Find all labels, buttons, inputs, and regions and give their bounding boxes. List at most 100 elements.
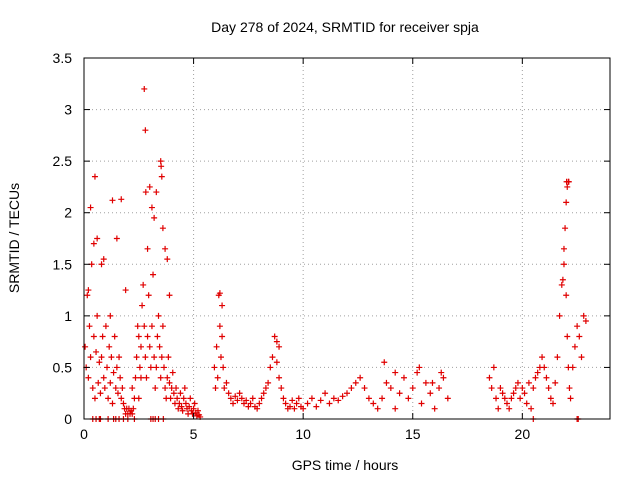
data-point <box>234 397 241 404</box>
data-point <box>100 256 107 263</box>
data-point <box>427 390 434 397</box>
data-point <box>240 400 247 407</box>
data-point <box>293 400 300 407</box>
x-axis-label: GPS time / hours <box>292 457 399 473</box>
data-point <box>556 312 563 319</box>
data-point <box>109 197 116 204</box>
data-point <box>414 369 421 376</box>
data-point <box>519 385 526 392</box>
data-point <box>214 374 221 381</box>
data-point <box>116 354 123 361</box>
data-point <box>166 379 173 386</box>
data-point <box>282 400 289 407</box>
data-point <box>130 405 137 412</box>
data-point <box>580 312 587 319</box>
data-point <box>348 385 355 392</box>
data-point <box>488 385 495 392</box>
data-point <box>370 400 377 407</box>
data-point <box>499 390 506 397</box>
data-point <box>97 390 104 397</box>
data-point <box>176 400 183 407</box>
data-point <box>142 189 149 196</box>
data-point <box>151 354 158 361</box>
data-point <box>560 245 567 252</box>
data-point <box>90 240 97 247</box>
data-point <box>326 400 333 407</box>
data-point <box>84 292 91 299</box>
data-point <box>444 395 451 402</box>
data-point <box>227 395 234 402</box>
grid-lines <box>84 58 610 419</box>
data-point <box>139 302 146 309</box>
data-point <box>512 385 519 392</box>
data-point <box>145 292 152 299</box>
data-point <box>212 385 219 392</box>
data-point <box>547 395 554 402</box>
data-point <box>438 369 445 376</box>
data-point <box>99 333 106 340</box>
data-point <box>190 405 197 412</box>
data-point <box>89 385 96 392</box>
data-point <box>566 385 573 392</box>
data-point <box>110 369 117 376</box>
y-tick-label: 1 <box>64 308 72 324</box>
data-point <box>153 364 160 371</box>
data-point <box>152 385 159 392</box>
data-point <box>495 405 502 412</box>
data-point <box>506 405 513 412</box>
data-point <box>141 85 148 92</box>
data-point <box>158 163 165 170</box>
data-point <box>117 374 124 381</box>
data-point <box>144 333 151 340</box>
data-point <box>98 354 105 361</box>
x-tick-label: 10 <box>295 426 311 442</box>
data-point <box>416 364 423 371</box>
data-point <box>273 359 280 366</box>
data-point <box>85 287 92 294</box>
data-point <box>558 281 565 288</box>
data-point <box>106 343 113 350</box>
data-point <box>236 390 243 397</box>
data-point <box>162 245 169 252</box>
data-point <box>335 397 342 404</box>
data-point <box>245 403 252 410</box>
data-point <box>141 323 148 330</box>
data-point <box>550 400 557 407</box>
data-point <box>135 395 142 402</box>
data-point <box>276 374 283 381</box>
data-point <box>418 400 425 407</box>
data-point <box>232 393 239 400</box>
data-point <box>357 374 364 381</box>
data-point <box>422 379 429 386</box>
tick-labels: 0 5 10 15 20 0 0.5 1 1.5 2 2.5 3 3.5 <box>53 50 531 442</box>
data-point <box>405 395 412 402</box>
data-point <box>169 369 176 376</box>
data-point <box>543 374 550 381</box>
data-point <box>182 400 189 407</box>
data-points <box>82 85 589 422</box>
data-point <box>160 364 167 371</box>
data-point <box>133 354 140 361</box>
data-point <box>181 385 188 392</box>
data-point <box>539 354 546 361</box>
data-point <box>300 405 307 412</box>
data-point <box>162 385 169 392</box>
y-tick-label: 0.5 <box>53 359 73 375</box>
data-point <box>94 235 101 242</box>
data-point <box>146 343 153 350</box>
data-point <box>191 400 198 407</box>
data-point <box>528 405 535 412</box>
data-point <box>166 292 173 299</box>
data-point <box>571 343 578 350</box>
data-point <box>157 158 164 165</box>
data-point <box>216 290 223 297</box>
data-point <box>534 369 541 376</box>
y-tick-label: 2.5 <box>53 153 73 169</box>
data-point <box>400 374 407 381</box>
plot-frame <box>83 57 611 420</box>
data-point <box>440 374 447 381</box>
x-tick-label: 0 <box>80 426 88 442</box>
data-point <box>574 323 581 330</box>
x-tick-label: 5 <box>190 426 198 442</box>
y-tick-label: 3.5 <box>53 50 73 66</box>
